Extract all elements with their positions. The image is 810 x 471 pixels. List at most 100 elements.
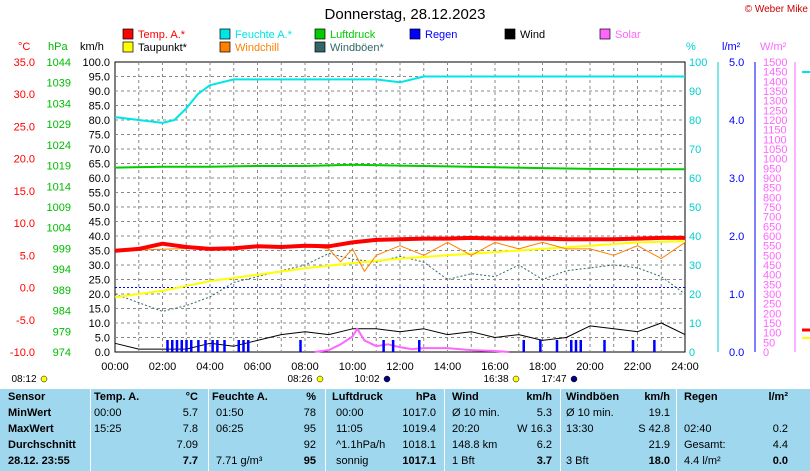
table-row: MinWert 00:00 5.7 01:50 78 00:00 1017.0 Ø 10 mi… [0,405,810,421]
solar-tick-label: 1350 [763,86,787,98]
humidity-tick-label: 10 [689,318,701,330]
table-cell: 11:05 [336,423,363,435]
rain-tick-label: 0.0 [729,347,744,359]
rain-tick-label: 2.0 [729,231,744,243]
solar-tick-label: 1250 [763,105,787,117]
wind-tick-label: 90.0 [89,86,110,98]
solar-tick-label: 650 [763,221,781,233]
solar-tick-label: 1450 [763,67,787,79]
humidity-tick-label: 50 [689,202,701,214]
chart-title: Donnerstag, 28.12.2023 [324,6,486,23]
rain-bar [418,340,421,352]
table-cell: 7.8 [182,423,198,435]
solar-tick-label: 0 [763,347,769,359]
table-cell: 5.3 [536,407,552,419]
table-cell: 1019.4 [402,423,436,435]
x-axis: 00:00 02:00 04:00 06:00 08:00 10:00 12:00 14:00… [101,361,699,373]
x-tick-label: 16:00 [481,361,509,373]
legend-label: Windböen* [330,42,385,54]
humidity-tick-label: 0 [689,347,695,359]
pressure-tick-label: 999 [53,243,71,255]
sun-time-label: 10:02 [354,374,379,385]
solar-tick-label: 150 [763,318,781,330]
table-row: 28.12. 23:55 7.7 7.71 g/m³ 95 sonnig 1017.1 1 … [0,453,810,469]
copyright-label[interactable]: © Weber Mike [744,4,808,15]
solar-tick-label: 600 [763,231,781,243]
chart-series [114,75,686,353]
table-header-cell: Luftdruck [332,391,383,403]
rain-tick-label: 3.0 [729,173,744,185]
chart-axes: 35.0 30.0 25.0 20.0 15.0 10.0 5.0 0.0 -5.0 -10.0 1… [10,41,796,359]
wind-tick-label: 35.0 [89,246,110,258]
table-cell: 01:50 [216,407,244,419]
table-cell: sonnig [336,455,369,467]
wind-tick-label: 65.0 [89,159,110,171]
humidity-tick-label: 70 [689,144,701,156]
table-separator [676,389,677,471]
table-cell: 18.0 [648,455,670,467]
temp-tick-label: 25.0 [14,121,35,133]
rain-bar [180,340,183,352]
pressure-tick-label: 1034 [47,98,71,110]
table-header-cell: °C [185,391,198,403]
pressure-tick-label: 1039 [47,78,71,90]
table-cell: ^1.1hPa/h [336,439,386,451]
table-header-cell: % [306,391,316,403]
row-label: 28.12. 23:55 [8,455,70,467]
solar-tick-label: 400 [763,270,781,282]
rain-bar [299,340,302,352]
table-header-cell: l/m² [768,391,788,403]
solar-tick-label: 1500 [763,57,787,69]
table-cell: 1017.0 [402,407,436,419]
pressure-tick-label: 1019 [47,161,71,173]
table-cell: 4.4 [772,439,788,451]
pressure-tick-label: 1029 [47,119,71,131]
temp-tick-label: -10.0 [10,347,35,359]
solar-tick-label: 1400 [763,76,787,88]
table-header: Sensor Temp. A. °C Feuchte A.% Luftdruck hPa W… [0,389,810,405]
rain-bar [574,340,578,352]
solar-tick-label: 1300 [763,96,787,108]
humidity-tick-label: 90 [689,86,701,98]
pressure-tick-label: 1009 [47,202,71,214]
table-cell: 0.2 [772,423,788,435]
pressure-tick-label: 1014 [47,181,71,193]
series-windchill-line [114,241,686,272]
solar-tick-label: 350 [763,279,781,291]
table-separator [325,389,326,471]
table-cell: 1018.1 [402,439,436,451]
table-header-cell: Windböen [566,391,620,403]
wind-tick-label: 5.0 [95,333,110,345]
legend-swatch [409,28,421,40]
rain-bar [166,340,169,352]
humidity-unit: % [686,41,696,53]
table-header-cell: Sensor [8,391,46,403]
rain-bar [204,340,207,352]
table-header-cell: km/h [644,391,670,403]
table-cell: Ø 10 min. [452,407,500,419]
legend-label: Windchill [235,42,279,54]
rain-bar [579,340,582,352]
table-cell: 19.1 [648,407,670,419]
solar-tick-label: 450 [763,260,781,272]
rain-bar [539,340,542,352]
solar-tick-label: 700 [763,212,781,224]
sun-times: 08:12 08:26 10:02 16:38 17:47 [11,374,578,385]
wind-unit: km/h [80,41,104,53]
x-tick-label: 08:00 [291,361,319,373]
table-header-cell: Wind [452,391,479,403]
series-wind-line [114,322,686,350]
humidity-tick-label: 20 [689,289,701,301]
wind-tick-label: 60.0 [89,173,110,185]
table-cell: 1017.1 [402,455,436,467]
x-tick-label: 22:00 [624,361,652,373]
sun-time-label: 08:12 [11,374,36,385]
temp-tick-label: 15.0 [14,186,35,198]
rain-unit: l/m² [722,41,741,53]
rain-bar [522,340,525,352]
rain-bar [603,340,606,352]
x-tick-label: 10:00 [339,361,367,373]
table-cell: Gesamt: [684,439,726,451]
rain-bar [185,340,188,352]
humidity-tick-label: 60 [689,173,701,185]
